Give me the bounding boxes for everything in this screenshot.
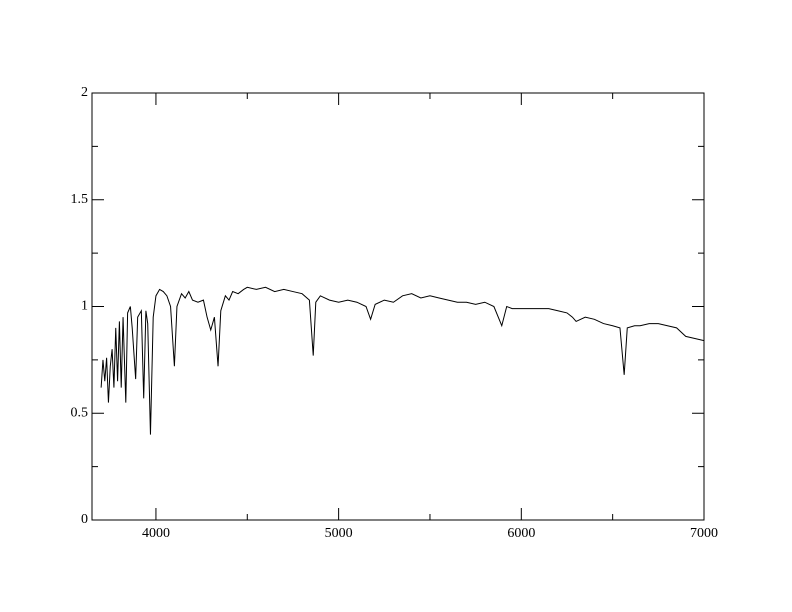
x-tick-label: 5000 <box>325 526 353 541</box>
y-tick-label: 0 <box>81 512 88 527</box>
plot-frame <box>91 92 705 521</box>
y-tick-label: 1 <box>81 299 88 314</box>
y-tick-label: 0.5 <box>71 405 89 420</box>
y-tick-label: 1.5 <box>71 192 89 207</box>
x-tick-label: 4000 <box>142 526 170 541</box>
x-tick-label: 6000 <box>507 526 535 541</box>
y-tick-label: 2 <box>81 85 88 100</box>
spectrum-line <box>100 286 705 435</box>
x-tick-label: 7000 <box>690 526 718 541</box>
